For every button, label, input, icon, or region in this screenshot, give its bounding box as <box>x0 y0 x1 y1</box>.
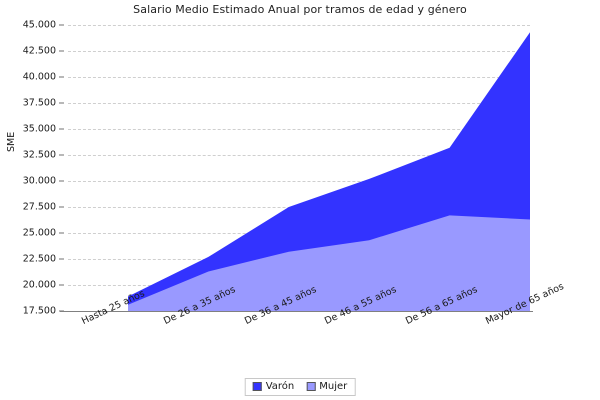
legend-label: Mujer <box>319 381 348 392</box>
y-axis-tick-label: 27.500 <box>22 201 56 213</box>
y-axis-tick-label: 20.000 <box>22 279 56 291</box>
gridline <box>68 129 530 130</box>
gridline <box>68 77 530 78</box>
y-axis-tick-label: 45.000 <box>22 19 56 31</box>
chart-legend: Varón Mujer <box>244 378 356 396</box>
y-axis-tick-mark <box>59 232 64 234</box>
gridline <box>68 155 530 156</box>
area-series-mujer <box>128 215 530 311</box>
y-axis-tick-mark <box>59 128 64 130</box>
y-axis-tick-mark <box>59 180 64 182</box>
legend-label: Varón <box>265 381 295 392</box>
y-axis-title: SME <box>6 131 17 152</box>
x-axis-line <box>60 311 533 312</box>
y-axis-tick-mark <box>59 206 64 208</box>
chart-title: Salario Medio Estimado Anual por tramos … <box>133 3 467 16</box>
y-axis-tick-mark <box>59 50 64 52</box>
legend-swatch-icon <box>306 382 316 391</box>
gridline <box>68 103 530 104</box>
y-axis-tick-mark <box>59 154 64 156</box>
y-axis-tick-label: 42.500 <box>22 45 56 57</box>
gridline <box>68 25 530 26</box>
y-axis-tick-label: 40.000 <box>22 71 56 83</box>
y-axis: 45.000 42.500 40.000 37.500 35.000 32.500 30.0… <box>0 0 68 400</box>
plot-area <box>68 25 530 312</box>
y-axis-tick-mark <box>59 76 64 78</box>
series-layer <box>128 32 530 311</box>
y-axis-tick-label: 17.500 <box>22 305 56 317</box>
gridline <box>68 181 530 182</box>
y-axis-tick-label: 35.000 <box>22 123 56 135</box>
y-axis-tick-mark <box>59 102 64 104</box>
gridline <box>68 51 530 52</box>
y-axis-tick-mark <box>59 24 64 26</box>
y-axis-tick-label: 30.000 <box>22 175 56 187</box>
legend-entry[interactable]: Varón <box>252 381 295 392</box>
y-axis-tick-label: 22.500 <box>22 253 56 265</box>
y-axis-tick-mark <box>59 258 64 260</box>
y-axis-tick-label: 25.000 <box>22 227 56 239</box>
x-axis: Hasta 25 años De 26 a 35 años De 36 a 45 a… <box>0 281 600 381</box>
y-axis-tick-label: 32.500 <box>22 149 56 161</box>
legend-entry[interactable]: Mujer <box>306 381 347 392</box>
y-axis-tick-mark <box>59 284 64 286</box>
legend-swatch-icon <box>252 382 262 391</box>
y-axis-tick-label: 37.500 <box>22 97 56 109</box>
